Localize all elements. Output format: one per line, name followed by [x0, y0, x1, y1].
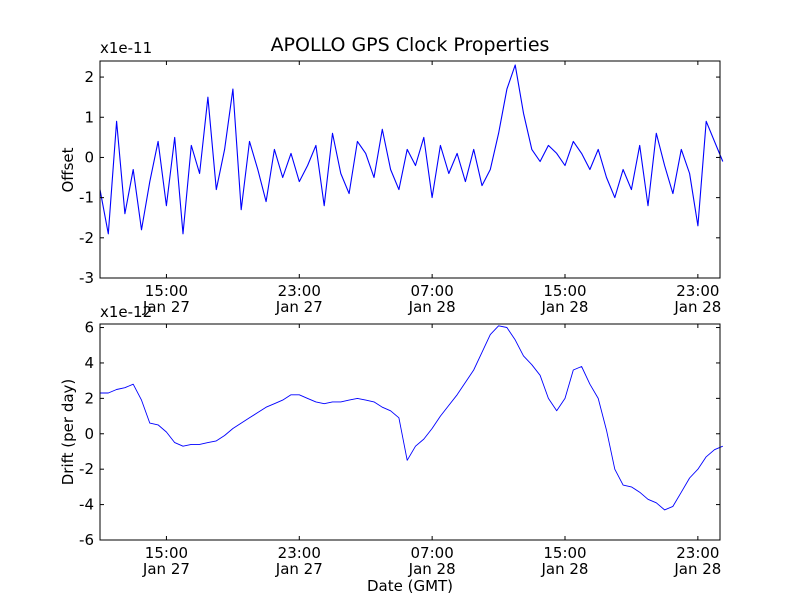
drift-x-tick-label-time: 07:00: [411, 544, 454, 562]
offset-x-tick-label-date: Jan 27: [142, 298, 190, 316]
offset-multiplier: x1e-11: [100, 39, 152, 57]
drift-y-tick-label: 0: [84, 425, 94, 443]
offset-x-tick-label-time: 15:00: [145, 282, 188, 300]
drift-multiplier: x1e-12: [100, 303, 152, 321]
drift-y-tick-label: -6: [79, 531, 94, 549]
offset-x-tick-label-time: 07:00: [411, 282, 454, 300]
offset-y-tick-label: -3: [79, 269, 94, 287]
drift-x-tick-label-date: Jan 27: [275, 560, 323, 578]
drift-axes-frame: [99, 323, 721, 541]
drift-y-axis-label: Drift (per day): [59, 379, 77, 486]
chart-title: APOLLO GPS Clock Properties: [271, 34, 550, 56]
drift-x-axis-label: Date (GMT): [367, 577, 453, 595]
offset-x-tick-label-time: 23:00: [278, 282, 321, 300]
offset-y-tick-label: 2: [84, 68, 94, 86]
drift-x-tick-label-date: Jan 27: [142, 560, 190, 578]
drift-x-tick-label-time: 23:00: [278, 544, 321, 562]
drift-x-tick-label-time: 23:00: [676, 544, 719, 562]
offset-x-tick-label-date: Jan 28: [673, 298, 721, 316]
offset-x-tick-label-time: 15:00: [543, 282, 586, 300]
drift-x-tick-label-date: Jan 28: [673, 560, 721, 578]
offset-y-tick-label: -1: [79, 189, 94, 207]
drift-series-line: [100, 325, 723, 511]
drift-x-tick-label-date: Jan 28: [541, 560, 589, 578]
offset-y-tick-label: 1: [84, 108, 94, 126]
offset-series-line: [99, 64, 724, 235]
offset-y-axis-label: Offset: [59, 147, 77, 192]
offset-axes-frame: [99, 60, 721, 279]
drift-y-tick-label: 2: [84, 389, 94, 407]
drift-x-tick-label-time: 15:00: [543, 544, 586, 562]
drift-y-tick-label: 4: [84, 354, 94, 372]
drift-x-tick-label-time: 15:00: [145, 544, 188, 562]
offset-y-tick-label: -2: [79, 229, 94, 247]
offset-x-tick-label-date: Jan 27: [275, 298, 323, 316]
drift-y-tick-label: -4: [79, 496, 94, 514]
offset-x-tick-label-time: 23:00: [676, 282, 719, 300]
offset-x-tick-label-date: Jan 28: [541, 298, 589, 316]
drift-x-tick-label-date: Jan 28: [408, 560, 456, 578]
offset-y-tick-label: 0: [84, 148, 94, 166]
offset-x-tick-label-date: Jan 28: [408, 298, 456, 316]
drift-y-tick-label: -2: [79, 460, 94, 478]
drift-y-tick-label: 6: [84, 319, 94, 337]
drift-panel: x1e-12 Drift (per day) -6-4-2024615:00Ja…: [59, 303, 723, 595]
